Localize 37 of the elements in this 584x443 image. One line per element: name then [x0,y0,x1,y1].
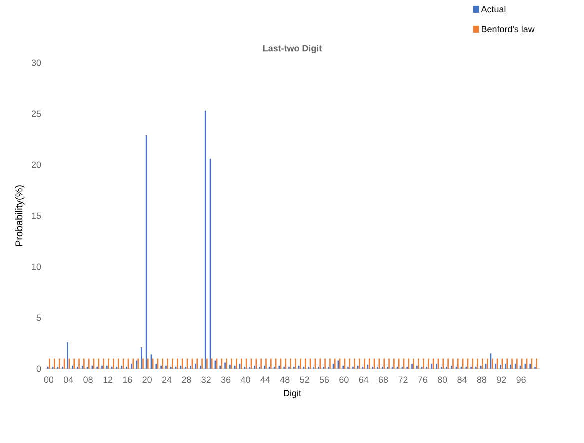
x-tick-label: 92 [497,376,506,384]
chart-title: Last-two Digit [263,45,322,54]
x-tick-label: 12 [104,376,113,384]
x-tick-label: 76 [418,376,428,384]
x-tick-label: 00 [44,376,54,384]
x-tick-label: 52 [300,376,310,384]
y-tick-label: 5 [36,314,42,322]
y-tick-label: 20 [32,162,42,168]
x-tick-label: 60 [340,376,349,384]
x-tick-label: 32 [202,376,211,384]
x-tick-label: 56 [320,376,330,384]
x-tick-label: 24 [162,376,172,384]
x-tick-label: 44 [260,376,270,383]
x-tick-label: 64 [359,376,369,384]
x-tick-label: 68 [379,376,388,384]
x-tick-label: 80 [438,376,448,384]
x-tick-label: 20 [142,376,152,384]
y-tick-label: 30 [32,60,42,66]
x-tick-label: 08 [84,376,93,384]
x-tick-label: 28 [182,376,192,384]
x-tick-label: 36 [221,376,231,384]
x-tick-label: 72 [398,376,408,384]
legend-label: Actual [481,6,506,13]
x-tick-label: 96 [516,376,526,384]
x-axis-title: Digit [284,390,302,398]
x-tick-label: 84 [458,376,467,384]
x-tick-label: 04 [64,376,74,384]
y-axis-title: Probability(%) [15,186,25,246]
y-tick-label: 10 [32,264,42,270]
y-tick-label: 0 [36,366,42,372]
x-tick-label: 48 [280,376,290,384]
x-tick-label: 88 [477,376,487,384]
y-tick-label: 15 [32,212,42,220]
y-tick-label: 25 [32,110,42,118]
x-tick-label: 16 [123,376,132,384]
legend-label: Benford's law [482,26,535,33]
x-tick-label: 40 [240,376,250,384]
